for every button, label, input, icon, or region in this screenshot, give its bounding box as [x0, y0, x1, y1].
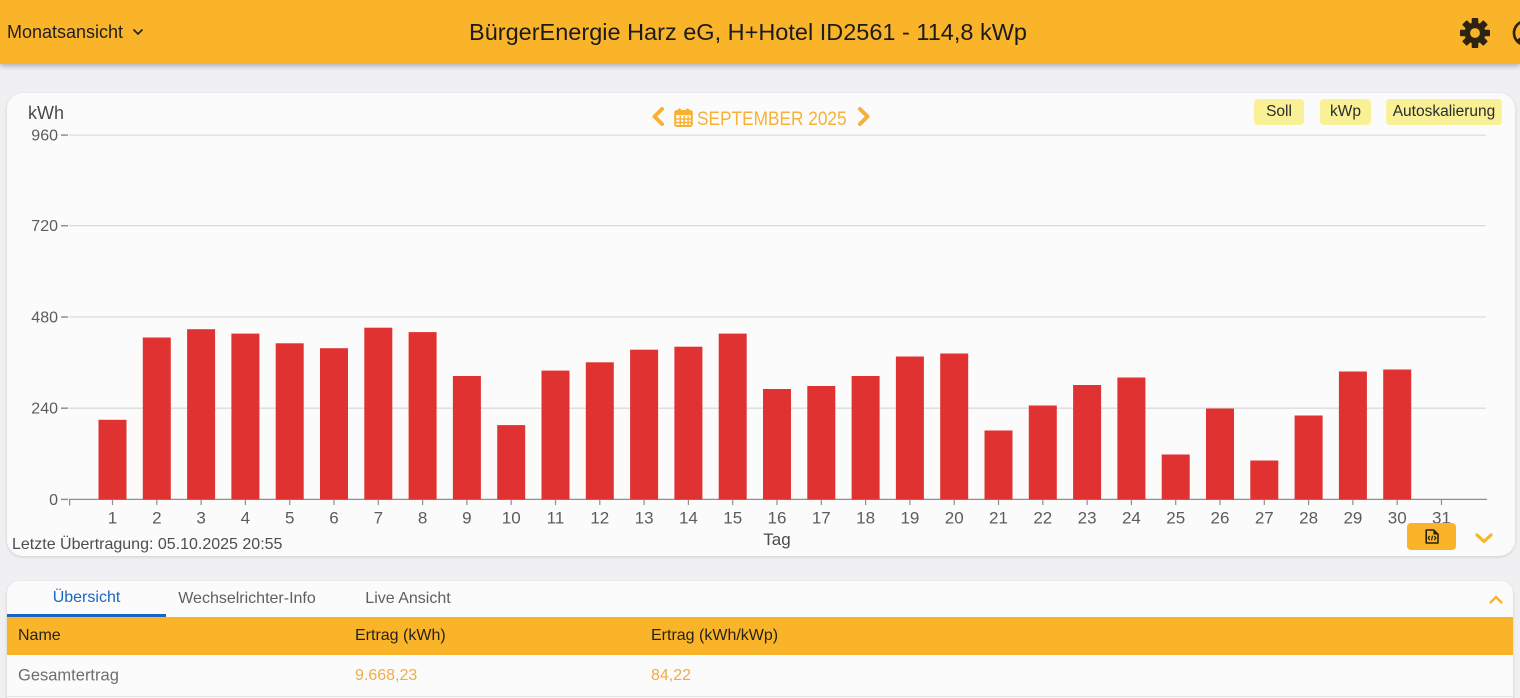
svg-text:26: 26 — [1211, 509, 1230, 528]
svg-text:kWh: kWh — [28, 103, 64, 123]
svg-text:6: 6 — [329, 509, 338, 528]
svg-text:15: 15 — [723, 509, 742, 528]
svg-text:13: 13 — [635, 509, 654, 528]
svg-text:21: 21 — [989, 509, 1008, 528]
svg-text:24: 24 — [1122, 509, 1141, 528]
svg-text:Tag: Tag — [763, 530, 790, 549]
svg-text:480: 480 — [31, 310, 58, 327]
svg-text:8: 8 — [418, 509, 427, 528]
svg-text:12: 12 — [590, 509, 609, 528]
svg-text:240: 240 — [31, 401, 58, 418]
svg-text:720: 720 — [31, 218, 58, 235]
svg-text:28: 28 — [1299, 509, 1318, 528]
svg-text:22: 22 — [1033, 509, 1052, 528]
svg-text:7: 7 — [374, 509, 383, 528]
svg-text:20: 20 — [945, 509, 964, 528]
svg-text:5: 5 — [285, 509, 294, 528]
svg-text:0: 0 — [49, 492, 58, 509]
svg-text:3: 3 — [196, 509, 205, 528]
svg-text:2: 2 — [152, 509, 161, 528]
svg-text:4: 4 — [241, 509, 250, 528]
svg-text:27: 27 — [1255, 509, 1274, 528]
svg-text:18: 18 — [856, 509, 875, 528]
svg-text:23: 23 — [1078, 509, 1097, 528]
svg-text:16: 16 — [768, 509, 787, 528]
svg-text:17: 17 — [812, 509, 831, 528]
svg-text:1: 1 — [108, 509, 117, 528]
svg-text:30: 30 — [1388, 509, 1407, 528]
svg-text:29: 29 — [1343, 509, 1362, 528]
svg-text:960: 960 — [31, 128, 58, 145]
svg-text:19: 19 — [900, 509, 919, 528]
svg-text:9: 9 — [462, 509, 471, 528]
svg-text:10: 10 — [502, 509, 521, 528]
svg-text:14: 14 — [679, 509, 698, 528]
svg-text:31: 31 — [1432, 509, 1451, 528]
svg-text:11: 11 — [547, 509, 565, 528]
svg-text:25: 25 — [1166, 509, 1185, 528]
